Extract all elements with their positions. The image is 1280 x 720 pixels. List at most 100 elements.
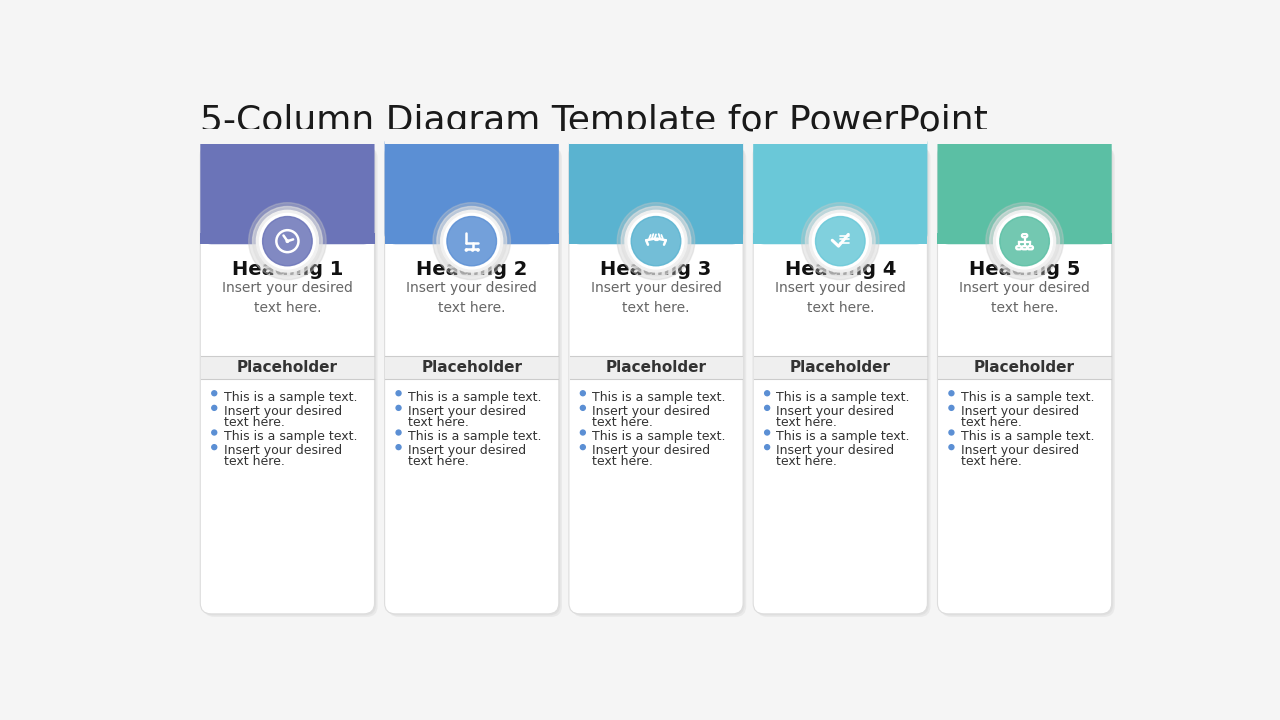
Text: Insert your desired
text here.: Insert your desired text here. xyxy=(221,282,353,315)
Text: text here.: text here. xyxy=(593,455,653,468)
Circle shape xyxy=(989,207,1060,276)
Circle shape xyxy=(631,217,681,266)
Circle shape xyxy=(440,210,503,272)
Bar xyxy=(570,356,742,379)
Text: This is a sample text.: This is a sample text. xyxy=(777,430,910,443)
FancyBboxPatch shape xyxy=(200,133,375,244)
FancyBboxPatch shape xyxy=(941,147,1115,617)
FancyBboxPatch shape xyxy=(753,144,928,614)
Circle shape xyxy=(580,391,585,396)
Circle shape xyxy=(471,249,474,251)
Circle shape xyxy=(813,213,868,269)
Text: text here.: text here. xyxy=(777,455,837,468)
Text: text here.: text here. xyxy=(961,455,1021,468)
Circle shape xyxy=(436,207,507,276)
Circle shape xyxy=(625,210,687,272)
FancyBboxPatch shape xyxy=(937,144,1112,614)
Text: 5-Column Diagram Template for PowerPoint: 5-Column Diagram Template for PowerPoint xyxy=(200,104,988,138)
FancyBboxPatch shape xyxy=(202,145,376,616)
Bar xyxy=(937,129,1112,144)
Text: Insert your desired: Insert your desired xyxy=(593,444,710,457)
Text: Heading 5: Heading 5 xyxy=(969,260,1080,279)
Bar xyxy=(200,129,375,144)
Text: Insert your desired: Insert your desired xyxy=(961,444,1079,457)
Text: text here.: text here. xyxy=(408,416,468,429)
Text: Placeholder: Placeholder xyxy=(605,360,707,375)
Circle shape xyxy=(248,202,326,279)
FancyBboxPatch shape xyxy=(568,133,744,244)
FancyBboxPatch shape xyxy=(384,133,559,244)
Text: Placeholder: Placeholder xyxy=(790,360,891,375)
Circle shape xyxy=(211,391,216,396)
Circle shape xyxy=(211,430,216,435)
Text: Heading 4: Heading 4 xyxy=(785,260,896,279)
Circle shape xyxy=(764,445,769,449)
Text: Insert your desired
text here.: Insert your desired text here. xyxy=(406,282,538,315)
Circle shape xyxy=(809,210,872,272)
Circle shape xyxy=(1000,217,1050,266)
Text: text here.: text here. xyxy=(961,416,1021,429)
Bar xyxy=(568,129,744,144)
Text: Placeholder: Placeholder xyxy=(237,360,338,375)
Text: Heading 1: Heading 1 xyxy=(232,260,343,279)
Text: This is a sample text.: This is a sample text. xyxy=(408,390,541,403)
FancyBboxPatch shape xyxy=(200,144,375,614)
FancyBboxPatch shape xyxy=(753,133,928,244)
Circle shape xyxy=(986,202,1064,279)
FancyBboxPatch shape xyxy=(204,147,378,617)
Text: This is a sample text.: This is a sample text. xyxy=(593,390,726,403)
FancyBboxPatch shape xyxy=(940,145,1114,616)
Circle shape xyxy=(433,202,511,279)
Circle shape xyxy=(396,430,401,435)
Circle shape xyxy=(287,240,289,243)
Text: This is a sample text.: This is a sample text. xyxy=(961,430,1094,443)
Text: text here.: text here. xyxy=(777,416,837,429)
FancyBboxPatch shape xyxy=(388,147,562,617)
FancyBboxPatch shape xyxy=(387,145,561,616)
Circle shape xyxy=(477,249,479,251)
Circle shape xyxy=(621,207,691,276)
Circle shape xyxy=(260,213,315,269)
Text: text here.: text here. xyxy=(224,455,284,468)
Text: text here.: text here. xyxy=(224,416,284,429)
Text: This is a sample text.: This is a sample text. xyxy=(408,430,541,443)
Circle shape xyxy=(948,445,954,449)
Circle shape xyxy=(396,445,401,449)
FancyBboxPatch shape xyxy=(572,147,746,617)
Text: Insert your desired: Insert your desired xyxy=(408,444,526,457)
FancyBboxPatch shape xyxy=(571,145,745,616)
FancyBboxPatch shape xyxy=(755,145,929,616)
Text: Insert your desired: Insert your desired xyxy=(224,444,342,457)
Circle shape xyxy=(262,217,312,266)
Circle shape xyxy=(948,405,954,410)
Circle shape xyxy=(447,217,497,266)
FancyBboxPatch shape xyxy=(937,133,1112,244)
Circle shape xyxy=(580,430,585,435)
Text: This is a sample text.: This is a sample text. xyxy=(224,390,357,403)
Circle shape xyxy=(580,405,585,410)
Circle shape xyxy=(805,207,876,276)
Circle shape xyxy=(764,430,769,435)
Circle shape xyxy=(997,213,1052,269)
Bar xyxy=(200,233,375,244)
Bar xyxy=(938,356,1111,379)
Circle shape xyxy=(396,405,401,410)
Text: Insert your desired: Insert your desired xyxy=(777,444,895,457)
Text: This is a sample text.: This is a sample text. xyxy=(593,430,726,443)
Circle shape xyxy=(948,391,954,396)
Bar xyxy=(754,356,927,379)
Text: Insert your desired
text here.: Insert your desired text here. xyxy=(959,282,1091,315)
FancyBboxPatch shape xyxy=(384,144,559,614)
Text: text here.: text here. xyxy=(408,455,468,468)
Text: Insert your desired
text here.: Insert your desired text here. xyxy=(590,282,722,315)
Text: Placeholder: Placeholder xyxy=(974,360,1075,375)
Text: Insert your desired: Insert your desired xyxy=(593,405,710,418)
Text: Insert your desired: Insert your desired xyxy=(961,405,1079,418)
Text: This is a sample text.: This is a sample text. xyxy=(961,390,1094,403)
Bar xyxy=(384,129,559,144)
Circle shape xyxy=(396,391,401,396)
FancyBboxPatch shape xyxy=(568,144,744,614)
Text: Placeholder: Placeholder xyxy=(421,360,522,375)
Text: Insert your desired
text here.: Insert your desired text here. xyxy=(774,282,906,315)
Circle shape xyxy=(815,217,865,266)
